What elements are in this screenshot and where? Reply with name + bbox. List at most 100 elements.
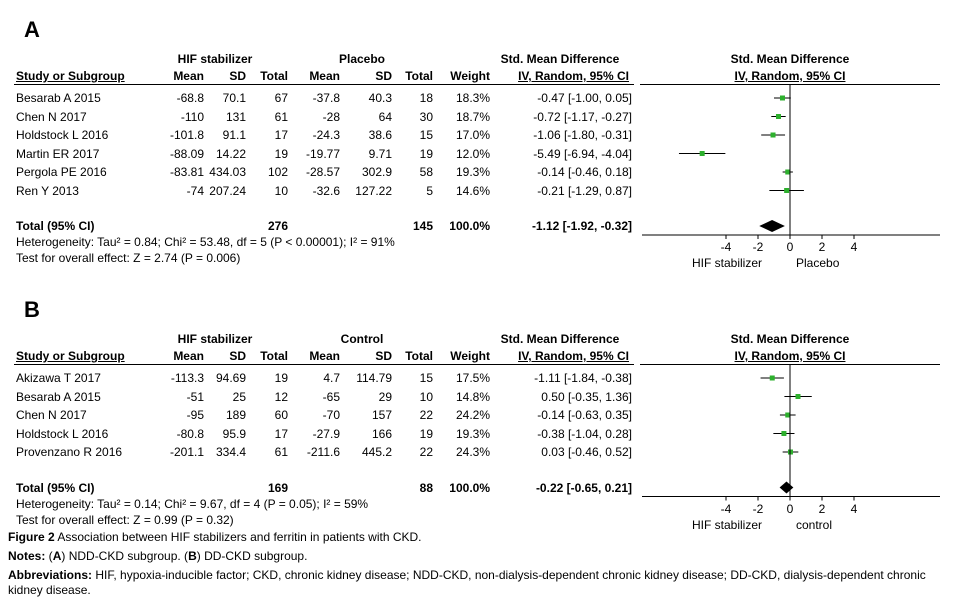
study-sd2: 114.79 [356,371,392,385]
study-m2: -211.6 [306,445,340,459]
study-sd2: 40.3 [368,91,392,105]
study-marker [784,188,790,193]
study-n2: 15 [419,371,433,385]
header-rule [14,364,634,365]
study-ci_text: -0.72 [-1.17, -0.27] [533,109,632,124]
study-marker [795,394,801,399]
study-weight: 19.3% [455,165,490,179]
study-n1: 12 [274,389,288,404]
caption-notes-label: Notes: [8,549,46,563]
study-sd1: 91.1 [222,128,246,142]
study-weight: 18.3% [455,91,490,105]
panel-label: B [24,297,40,322]
study-marker [781,431,787,436]
header-rule [14,84,634,85]
col-weight: Weight [450,69,490,83]
caption-notes: Notes: (A) NDD-CKD subgroup. (B) DD-CKD … [8,549,948,564]
study-sd1: 334.4 [215,445,246,459]
study-n2: 5 [426,183,433,198]
group2-header: Control [340,332,384,346]
study-marker [785,412,791,418]
study-m1: -68.8 [176,91,204,105]
pooled-diamond [759,220,785,232]
col-sd1: SD [229,69,246,83]
col-mean1: Mean [173,349,204,363]
study-ci_text: -0.47 [-1.00, 0.05] [537,91,632,105]
study-m1: -80.8 [176,426,204,441]
study-sd1: 434.03 [209,165,246,179]
col-mean2: Mean [309,349,340,363]
study-m2: -32.6 [312,183,340,198]
study-n2: 19 [419,426,433,441]
study-m2: 4.7 [323,371,340,385]
caption-abbreviations: Abbreviations: HIF, hypoxia-inducible fa… [8,568,948,598]
study-name: Martin ER 2017 [16,146,100,161]
study-sd1: 25 [232,389,246,404]
total-n2: 145 [412,219,433,233]
total-label: Total (95% CI) [16,480,95,495]
x-tick-label: -4 [720,240,732,254]
study-m2: -70 [322,408,340,422]
study-m1: -74 [186,183,204,198]
heterogeneity-text: Heterogeneity: Tau² = 0.14; Chi² = 9.67,… [16,496,369,511]
study-n1: 61 [274,445,288,459]
study-sd1: 189 [225,408,246,422]
col-total1: Total [260,69,288,83]
plot-header-rule [640,84,940,85]
study-name: Holdstock L 2016 [16,128,109,142]
study-sd2: 302.9 [361,165,392,179]
favours-right-label: control [796,517,833,532]
total-n1: 276 [267,219,288,233]
caption-abbr-text: HIF, hypoxia-inducible factor; CKD, chro… [8,568,926,597]
heterogeneity-text: Heterogeneity: Tau² = 0.84; Chi² = 53.48… [16,235,395,249]
ci-header: Std. Mean Difference [500,52,620,66]
study-marker [785,169,791,175]
study-sd2: 38.6 [368,128,392,142]
study-sd2: 157 [371,408,392,422]
study-weight: 17.5% [455,371,490,385]
study-n1: 17 [274,128,288,142]
x-tick-label: 0 [786,501,794,516]
study-ci_text: -1.11 [-1.84, -0.38] [534,371,632,385]
total-n1: 169 [267,480,288,495]
study-name: Akizawa T 2017 [16,371,101,385]
study-m1: -201.1 [169,445,204,459]
col-sd1: SD [229,349,246,363]
study-sd2: 127.22 [355,183,392,198]
x-tick-label: -2 [752,501,764,516]
study-sd1: 131 [225,109,246,124]
study-marker [779,95,785,101]
study-marker [769,375,775,381]
pooled-diamond [779,481,794,494]
group2-header: Placebo [338,52,386,66]
study-name: Pergola PE 2016 [16,165,107,179]
col-total1: Total [260,349,288,363]
study-name: Provenzano R 2016 [16,445,123,459]
study-m2: -27.9 [312,426,340,441]
favours-right-label: Placebo [796,256,840,270]
col-ci: IV, Random, 95% CI [518,69,629,83]
caption-figure-label: Figure 2 [8,530,55,544]
study-name: Chen N 2017 [16,408,87,422]
study-weight: 24.2% [455,408,490,422]
study-n1: 17 [274,426,288,441]
study-ci_text: 0.03 [-0.46, 0.52] [541,445,632,459]
study-sd2: 29 [378,389,392,404]
plot-subheader: IV, Random, 95% CI [734,349,846,363]
col-study: Study or Subgroup [16,69,125,83]
ci-header: Std. Mean Difference [500,332,620,346]
x-tick-label: 4 [850,501,858,516]
study-m2: -28.57 [305,165,340,179]
study-marker [775,114,781,119]
study-weight: 12.0% [455,146,490,161]
col-weight: Weight [450,349,490,363]
study-name: Besarab A 2015 [16,389,101,404]
plot-subheader: IV, Random, 95% CI [734,69,846,83]
study-n2: 19 [419,146,433,161]
total-label: Total (95% CI) [16,219,95,233]
study-m2: -28 [322,109,340,124]
total-n2: 88 [419,480,433,495]
overall-effect-text: Test for overall effect: Z = 0.99 (P = 0… [16,512,234,527]
x-tick-label: -2 [752,240,764,254]
